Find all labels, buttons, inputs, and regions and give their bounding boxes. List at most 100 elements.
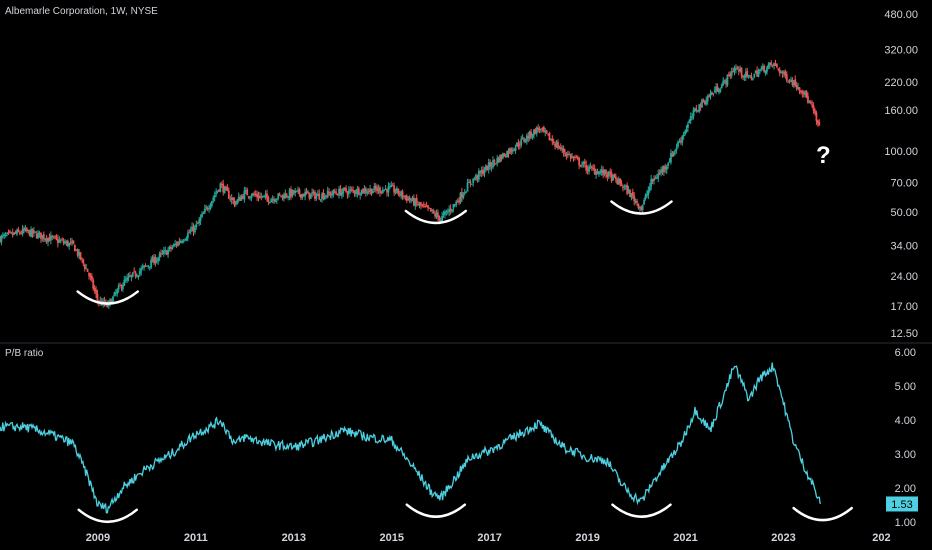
- price-candle: [178, 237, 181, 246]
- price-candle: [340, 188, 343, 199]
- price-tick-label: 34.00: [890, 241, 918, 253]
- price-candle: [411, 195, 414, 202]
- price-candle: [686, 121, 689, 133]
- price-candle: [475, 173, 477, 182]
- price-candle: [811, 100, 814, 109]
- price-tick-label: 17.00: [890, 301, 918, 313]
- price-candle: [333, 188, 336, 194]
- price-candle: [695, 104, 698, 113]
- price-candle: [761, 63, 764, 71]
- price-candle: [499, 154, 501, 163]
- price-candle: [285, 192, 288, 199]
- price-tick-label: 50.00: [890, 207, 918, 219]
- price-candle: [534, 127, 537, 135]
- price-candle: [171, 244, 174, 251]
- price-candle: [616, 177, 619, 185]
- price-candle: [523, 136, 525, 144]
- price-candle: [538, 126, 541, 134]
- price-candle: [299, 194, 302, 200]
- price-candle: [45, 235, 48, 245]
- price-candle: [270, 197, 273, 203]
- price-candle: [525, 133, 528, 145]
- price-candle: [432, 208, 435, 214]
- price-candle: [170, 244, 172, 253]
- price-candle: [394, 188, 397, 195]
- price-candle: [34, 231, 37, 234]
- price-candle: [218, 189, 220, 193]
- price-candle: [127, 272, 130, 282]
- price-candle: [575, 154, 578, 159]
- price-candle: [33, 227, 35, 237]
- price-candle: [264, 190, 267, 200]
- price-candle: [158, 251, 161, 262]
- price-candle: [648, 182, 651, 193]
- price-candle: [144, 263, 147, 268]
- time-tick-label: 2023: [771, 532, 795, 544]
- price-candle: [147, 264, 150, 269]
- price-candle: [544, 127, 547, 137]
- price-candle: [119, 282, 121, 287]
- price-candle: [345, 185, 347, 193]
- price-candle: [521, 134, 524, 140]
- price-candle: [260, 192, 263, 201]
- price-candle: [624, 184, 627, 190]
- price-candle: [328, 188, 331, 196]
- price-candle: [451, 209, 453, 214]
- price-candle: [13, 232, 16, 236]
- price-candle: [436, 209, 439, 221]
- price-candle: [492, 156, 494, 170]
- price-candle: [222, 179, 225, 196]
- price-candle: [8, 229, 11, 234]
- price-candle: [182, 239, 185, 244]
- price-candle: [784, 69, 787, 79]
- price-candle: [7, 229, 10, 235]
- price-candle: [421, 203, 424, 208]
- pb-tick-label: 5.00: [895, 381, 916, 393]
- price-candle: [634, 198, 637, 205]
- time-tick-label: 2015: [379, 532, 403, 544]
- price-candle: [266, 189, 268, 202]
- price-candle: [572, 156, 575, 162]
- price-candle: [321, 192, 323, 203]
- price-candle: [445, 209, 448, 216]
- price-candle: [626, 182, 629, 196]
- price-candle: [230, 194, 233, 205]
- price-candle: [213, 191, 216, 202]
- price-candle: [684, 129, 686, 136]
- price-candle: [456, 198, 459, 203]
- price-candle: [311, 188, 314, 198]
- price-candle: [486, 165, 489, 171]
- price-candle: [388, 182, 391, 190]
- price-candle: [742, 74, 744, 81]
- price-candle: [791, 77, 794, 87]
- price-axis: 480.00 320.00 220.00 160.00 100.00 70.00 50.00…: [884, 9, 918, 340]
- price-candle: [675, 143, 678, 154]
- price-candle: [305, 187, 308, 195]
- price-candle: [509, 147, 511, 155]
- price-candle: [79, 251, 82, 261]
- price-candle: [476, 174, 479, 183]
- price-candle: [27, 229, 30, 234]
- price-candle: [665, 164, 668, 175]
- price-candle: [360, 189, 363, 196]
- price-candle: [83, 263, 86, 272]
- price-candle: [600, 165, 603, 176]
- price-candle: [664, 163, 667, 173]
- price-candle: [116, 288, 119, 297]
- time-tick-label: 2009: [86, 532, 110, 544]
- price-candle: [51, 234, 54, 241]
- price-candle: [298, 187, 301, 197]
- price-candle: [10, 231, 13, 234]
- price-candle: [511, 147, 514, 155]
- price-candle: [284, 189, 287, 199]
- price-candle: [614, 173, 617, 183]
- price-candle: [689, 112, 692, 125]
- price-candle: [658, 169, 661, 176]
- price-candle: [552, 138, 555, 145]
- price-candle: [314, 190, 316, 202]
- pb-tick-label: 6.00: [895, 347, 916, 359]
- price-candle: [309, 193, 312, 200]
- price-candle: [415, 194, 418, 207]
- price-candle: [129, 271, 131, 278]
- price-candle: [290, 186, 292, 200]
